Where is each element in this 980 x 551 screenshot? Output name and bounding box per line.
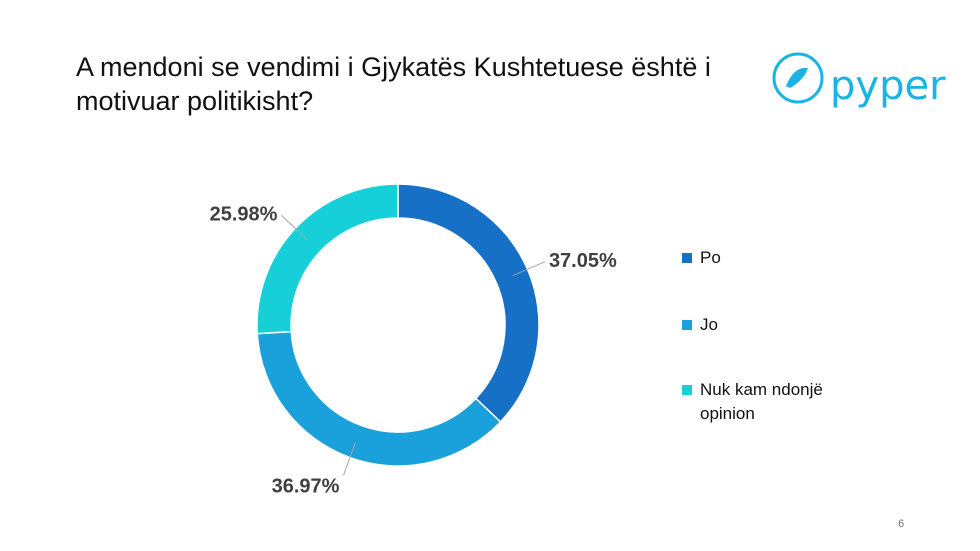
legend-label: Po — [700, 248, 721, 267]
logo-text: pyper — [830, 63, 946, 109]
legend-item: Nuk kam ndonjë opinion — [682, 378, 850, 426]
donut-slice — [256, 330, 502, 467]
donut-slice — [397, 183, 540, 423]
page-number: 6 — [898, 518, 905, 530]
legend-label: Jo — [700, 315, 718, 334]
value-label: 37.05% — [549, 250, 617, 272]
chart-title: A mendoni se vendimi i Gjykatës Kushtetu… — [76, 52, 711, 116]
legend-swatch — [682, 320, 692, 330]
legend-label: Nuk kam ndonjë opinion — [700, 380, 823, 423]
legend-item: Po — [682, 246, 850, 270]
leader-line — [512, 261, 546, 276]
donut-slice — [256, 183, 399, 335]
logo-icon — [772, 52, 824, 104]
logo-bird — [786, 67, 808, 88]
legend-swatch — [682, 385, 692, 395]
value-label: 25.98% — [210, 204, 278, 226]
logo: pyper — [772, 52, 946, 109]
leader-line — [281, 215, 308, 240]
value-label: 36.97% — [272, 476, 340, 498]
legend-item: Jo — [682, 313, 850, 337]
leader-line — [343, 442, 356, 476]
legend-swatch — [682, 253, 692, 263]
